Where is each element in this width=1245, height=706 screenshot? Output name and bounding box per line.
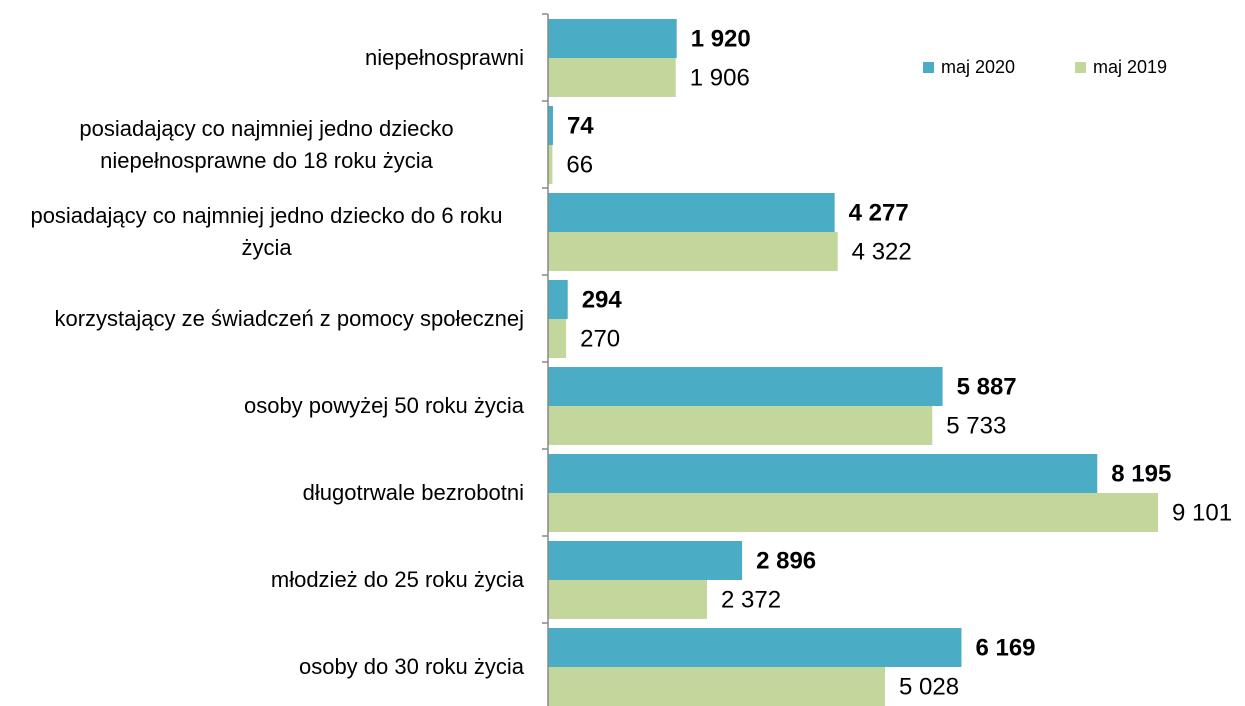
category-label-box: posiadający co najmniej jedno dziecko do… bbox=[0, 188, 524, 275]
bar bbox=[548, 454, 1098, 493]
category-label-box: osoby powyżej 50 roku życia bbox=[0, 362, 524, 449]
value-label: 2 372 bbox=[721, 586, 781, 613]
category-label: młodzież do 25 roku życia bbox=[270, 566, 524, 592]
bar bbox=[548, 667, 886, 706]
legend-label: maj 2019 bbox=[1093, 57, 1167, 77]
bar bbox=[548, 232, 838, 271]
bar bbox=[548, 406, 933, 445]
category-label: osoby do 30 roku życia bbox=[298, 653, 524, 679]
category-label: korzystający ze świadczeń z pomocy społe… bbox=[54, 305, 524, 331]
category-label: posiadający co najmniej jedno dziecko do… bbox=[30, 202, 503, 260]
value-label: 74 bbox=[567, 112, 594, 139]
value-label: 5 887 bbox=[957, 373, 1017, 400]
value-label: 1 920 bbox=[691, 25, 751, 52]
bar bbox=[548, 628, 962, 667]
legend-label: maj 2020 bbox=[941, 57, 1015, 77]
bar bbox=[548, 319, 567, 358]
category-label: posiadający co najmniej jedno dziecko ni… bbox=[79, 115, 454, 173]
legend-swatch bbox=[1075, 62, 1086, 73]
value-label: 5 733 bbox=[946, 412, 1006, 439]
category-label-box: osoby do 30 roku życia bbox=[0, 623, 524, 706]
value-label: 4 322 bbox=[852, 238, 912, 265]
category-label: długotrwale bezrobotni bbox=[302, 479, 524, 505]
value-label: 1 906 bbox=[690, 64, 750, 91]
value-label: 5 028 bbox=[899, 673, 959, 700]
bar bbox=[548, 19, 677, 58]
bar bbox=[548, 145, 553, 184]
value-label: 6 169 bbox=[975, 634, 1035, 661]
category-label-box: młodzież do 25 roku życia bbox=[0, 536, 524, 623]
bar bbox=[548, 58, 676, 97]
category-label: niepełnosprawni bbox=[365, 44, 524, 70]
category-label-box: korzystający ze świadczeń z pomocy społe… bbox=[0, 275, 524, 362]
value-label: 4 277 bbox=[849, 199, 909, 226]
bar bbox=[548, 541, 743, 580]
bar bbox=[548, 493, 1158, 532]
value-label: 2 896 bbox=[756, 547, 816, 574]
category-label: osoby powyżej 50 roku życia bbox=[243, 392, 524, 418]
bar bbox=[548, 193, 835, 232]
bar bbox=[548, 580, 707, 619]
legend-swatch bbox=[923, 62, 934, 73]
category-label-box: posiadający co najmniej jedno dziecko ni… bbox=[0, 101, 524, 188]
bar bbox=[548, 280, 568, 319]
category-label-box: długotrwale bezrobotni bbox=[0, 449, 524, 536]
value-label: 294 bbox=[582, 286, 623, 313]
value-label: 9 101 bbox=[1172, 499, 1232, 526]
value-label: 66 bbox=[566, 151, 593, 178]
value-label: 270 bbox=[580, 325, 620, 352]
category-label-box: niepełnosprawni bbox=[0, 14, 524, 101]
bar bbox=[548, 106, 553, 145]
value-label: 8 195 bbox=[1111, 460, 1171, 487]
bar bbox=[548, 367, 943, 406]
